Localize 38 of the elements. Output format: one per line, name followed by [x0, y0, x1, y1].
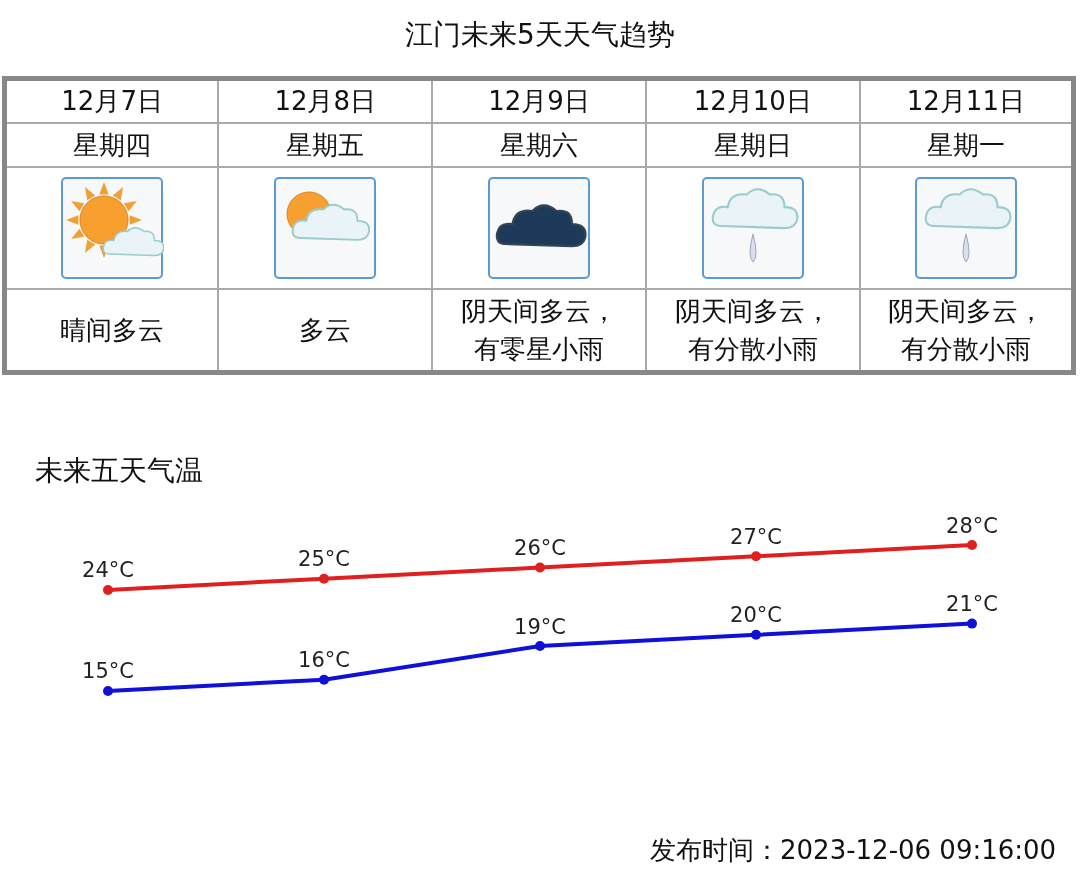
text: 12月9日 — [488, 86, 590, 117]
text: 阴天间多云，有零星小雨 — [460, 295, 617, 364]
text: 星期六 — [499, 129, 578, 160]
data-label: 19°C — [514, 614, 566, 639]
data-label: 27°C — [730, 524, 782, 549]
point — [535, 641, 545, 652]
text: 阴天间多云，有分散小雨 — [887, 295, 1044, 364]
point — [967, 540, 977, 551]
text: 多云 — [299, 314, 352, 345]
data-label: 25°C — [298, 547, 350, 572]
text: 阴天间多云，有分散小雨 — [674, 295, 831, 364]
text: 发布时间：2023-12-06 09:16:00 — [650, 835, 1057, 865]
text: 晴间多云 — [60, 314, 165, 345]
text: 12月11日 — [906, 86, 1025, 117]
point — [751, 551, 761, 562]
text: 江门未来5天天气趋势 — [404, 17, 676, 52]
data-label: 16°C — [298, 648, 350, 673]
data-label: 28°C — [946, 513, 998, 538]
text: 12月7日 — [61, 86, 163, 117]
text: 12月10日 — [693, 86, 812, 117]
text: 星期一 — [926, 129, 1005, 160]
chart-title: 未来五天气温 — [34, 454, 203, 488]
text: 星期五 — [286, 129, 365, 160]
point — [319, 573, 329, 584]
data-label: 26°C — [514, 536, 566, 560]
point — [967, 618, 977, 629]
point — [103, 685, 113, 696]
point — [751, 629, 761, 640]
point — [535, 562, 545, 573]
data-label: 15°C — [82, 659, 134, 684]
data-label: 24°C — [82, 558, 134, 583]
text: 12月8日 — [274, 86, 377, 117]
point — [103, 584, 113, 595]
data-label: 21°C — [946, 592, 998, 617]
text: 星期四 — [73, 129, 152, 160]
point — [319, 674, 329, 685]
text: 星期日 — [713, 129, 792, 160]
data-label: 20°C — [730, 603, 782, 628]
